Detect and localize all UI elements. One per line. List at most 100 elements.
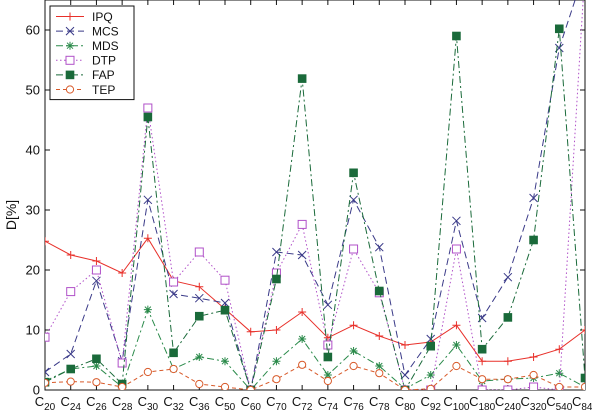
series-tep xyxy=(45,360,585,390)
data-point-mcs xyxy=(374,242,384,252)
data-point-mds xyxy=(349,347,358,355)
series-layer xyxy=(45,0,585,390)
data-point-mcs xyxy=(143,195,153,205)
data-point-mcs xyxy=(194,293,204,303)
data-point-dtp xyxy=(529,382,539,390)
data-point-tep xyxy=(529,370,538,380)
data-point-ipq xyxy=(503,357,512,366)
y-tick-label: 30 xyxy=(26,203,40,218)
data-point-fap xyxy=(66,364,76,374)
data-point-tep xyxy=(169,364,178,374)
x-tick-label: C92 xyxy=(420,394,441,410)
data-point-tep xyxy=(323,376,332,386)
data-point-fap xyxy=(194,311,204,321)
data-point-tep xyxy=(246,385,255,390)
data-point-dtp xyxy=(117,358,127,368)
data-point-fap xyxy=(297,74,307,83)
data-point-ipq xyxy=(66,251,75,259)
data-point-tep xyxy=(478,375,487,384)
data-point-mcs xyxy=(220,298,230,308)
data-point-dtp xyxy=(169,277,179,287)
plot-frame xyxy=(44,0,586,391)
x-tick-label: C28 xyxy=(112,394,133,410)
data-point-tep xyxy=(143,367,152,377)
data-point-tep xyxy=(195,379,204,389)
data-point-mds xyxy=(272,357,281,366)
y-tick-label: 0 xyxy=(33,383,40,398)
legend-marker-mcs xyxy=(65,26,75,36)
data-point-mcs xyxy=(529,193,538,203)
x-tick-label: C100 xyxy=(443,394,470,410)
data-point-dtp xyxy=(45,332,50,342)
data-point-fap xyxy=(554,24,564,34)
data-point-mcs xyxy=(323,300,333,310)
data-point-tep xyxy=(272,375,281,384)
data-point-fap xyxy=(452,31,461,41)
data-point-fap xyxy=(220,305,230,315)
data-point-fap xyxy=(503,313,513,322)
axes xyxy=(44,0,586,391)
data-point-fap xyxy=(349,168,358,178)
y-tick-label: 60 xyxy=(26,23,40,38)
data-point-ipq xyxy=(349,321,358,330)
data-point-tep xyxy=(92,378,101,387)
data-point-mds xyxy=(143,305,152,314)
x-tick-label: C80 xyxy=(395,394,416,410)
data-point-mds xyxy=(298,335,307,343)
data-point-mds xyxy=(92,362,101,370)
data-point-mds xyxy=(375,362,384,370)
legend-marker-ipq xyxy=(66,12,74,21)
data-point-ipq xyxy=(195,282,204,291)
data-point-ipq xyxy=(298,308,307,316)
data-point-dtp xyxy=(451,244,461,254)
x-tick-label: C60 xyxy=(240,394,261,410)
data-point-tep xyxy=(580,382,585,390)
data-point-fap xyxy=(426,341,436,351)
data-point-tep xyxy=(220,382,230,390)
data-point-ipq xyxy=(401,341,409,349)
series-line-dtp xyxy=(45,0,584,390)
data-point-dtp xyxy=(323,340,333,350)
data-point-tep xyxy=(118,382,127,390)
data-point-mcs xyxy=(452,216,461,226)
data-point-mds xyxy=(195,353,204,361)
data-point-tep xyxy=(45,378,50,387)
legend-label-mds: MDS xyxy=(92,39,119,53)
data-point-ipq xyxy=(529,353,538,361)
y-axis-label: D[%] xyxy=(3,200,19,230)
data-point-mds xyxy=(323,371,332,379)
data-point-dtp xyxy=(297,219,307,229)
data-point-tep xyxy=(66,377,75,386)
series-line-mds xyxy=(45,308,585,390)
data-point-ipq xyxy=(92,257,101,265)
data-point-ipq xyxy=(452,321,461,330)
x-tick-label: C76 xyxy=(343,394,364,410)
data-point-dtp xyxy=(91,265,101,275)
x-tick-label: C26 xyxy=(86,394,107,410)
data-point-fap xyxy=(374,286,384,296)
legend-marker-mds xyxy=(66,41,74,50)
legend-marker-fap xyxy=(65,70,75,80)
data-point-mcs xyxy=(349,195,358,205)
data-point-dtp xyxy=(143,103,153,113)
y-tick-label: 50 xyxy=(26,83,40,98)
data-point-dtp xyxy=(503,385,513,390)
data-point-tep xyxy=(400,385,410,390)
data-point-tep xyxy=(426,384,435,390)
data-point-fap xyxy=(143,112,153,122)
x-tick-label: C36 xyxy=(189,394,210,410)
data-point-ipq xyxy=(581,326,585,334)
data-point-mcs xyxy=(45,367,50,377)
x-tick-label: C72 xyxy=(292,394,313,410)
data-point-tep xyxy=(375,369,384,378)
x-tick-label: C840 xyxy=(572,394,592,410)
x-tick-label: C540 xyxy=(546,394,573,410)
x-tick-label: C32 xyxy=(163,394,184,410)
data-point-mcs xyxy=(503,272,513,282)
data-point-dtp xyxy=(194,247,204,257)
data-point-ipq xyxy=(272,326,281,334)
x-tick-label: C320 xyxy=(521,394,548,410)
tick-labels: 0 10 20 30 40 50 60 C20 C24 C26 C28 C30 C32 C36 C50 C60… xyxy=(26,23,592,410)
legend-label-mcs: MCS xyxy=(92,24,119,38)
